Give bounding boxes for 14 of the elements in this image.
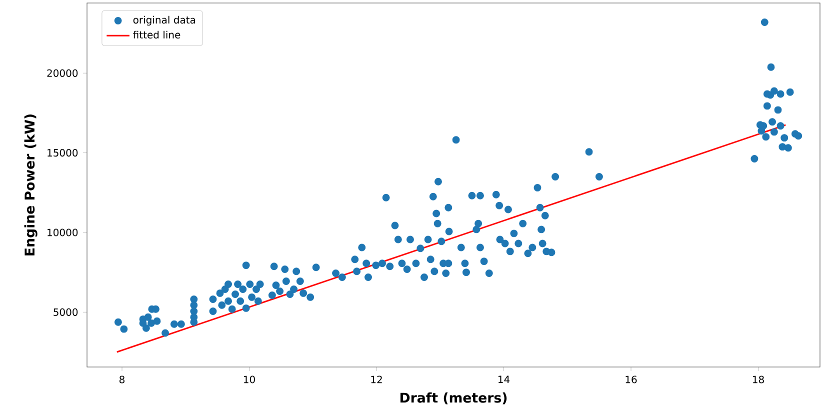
y-tick-label: 20000 xyxy=(47,69,78,77)
y-tick-label: 10000 xyxy=(48,228,78,236)
x-tick-label: 16 xyxy=(626,376,637,384)
x-tick-label: 10 xyxy=(244,376,255,384)
y-tick-label: 15000 xyxy=(48,149,78,157)
y-axis-title: Engine Power (kW) xyxy=(24,114,38,256)
x-tick-label: 18 xyxy=(753,376,764,384)
x-tick-label: 14 xyxy=(498,376,510,383)
x-tick-label: 8 xyxy=(119,376,124,384)
legend-label: original data xyxy=(133,16,196,26)
legend-label: fitted line xyxy=(133,30,180,39)
x-axis-title: Draft (meters) xyxy=(400,392,507,404)
y-tick-label: 5000 xyxy=(54,308,78,316)
x-tick-label: 12 xyxy=(371,376,382,384)
